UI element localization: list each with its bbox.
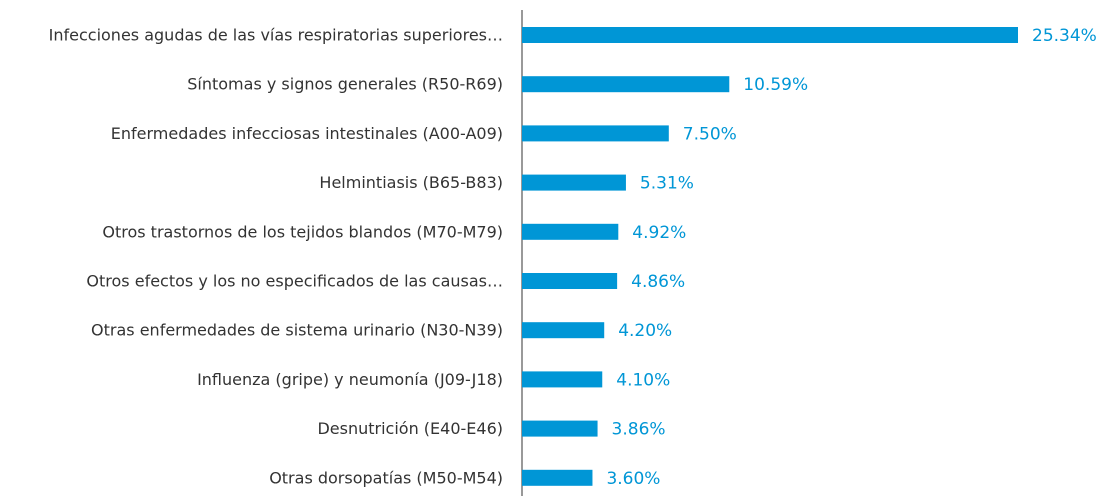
- bar: [522, 322, 605, 339]
- category-label: Desnutrición (E40-E46): [317, 419, 503, 438]
- value-label: 3.86%: [612, 420, 666, 440]
- value-label: 10.59%: [743, 75, 808, 95]
- value-label: 4.20%: [618, 321, 672, 341]
- category-label: Helmintiasis (B65-B83): [319, 173, 503, 192]
- bar: [522, 371, 603, 388]
- bar: [522, 273, 618, 289]
- bar: [522, 469, 593, 486]
- category-label: Enfermedades infecciosas intestinales (A…: [111, 124, 503, 143]
- category-label: Influenza (gripe) y neumonía (J09-J18): [197, 370, 503, 389]
- category-label: Otros trastornos de los tejidos blandos …: [102, 222, 503, 241]
- bar: [522, 76, 730, 93]
- bar: [522, 174, 626, 191]
- value-label: 4.92%: [632, 223, 686, 243]
- bar: [522, 125, 669, 142]
- bar: [522, 27, 1018, 43]
- category-label: Otras enfermedades de sistema urinario (…: [91, 321, 503, 340]
- value-label: 4.10%: [616, 370, 670, 390]
- category-label: Infecciones agudas de las vías respirato…: [49, 26, 503, 45]
- value-label: 4.86%: [631, 272, 685, 292]
- value-label: 5.31%: [640, 174, 694, 194]
- bar: [522, 223, 619, 240]
- value-label: 7.50%: [683, 124, 737, 144]
- category-label: Síntomas y signos generales (R50-R69): [187, 75, 503, 94]
- bar: [522, 420, 598, 437]
- category-label: Otras dorsopatías (M50-M54): [269, 468, 503, 487]
- category-label: Otros efectos y los no especificados de …: [86, 272, 503, 291]
- value-label: 3.60%: [606, 469, 660, 489]
- value-label: 25.34%: [1032, 26, 1097, 46]
